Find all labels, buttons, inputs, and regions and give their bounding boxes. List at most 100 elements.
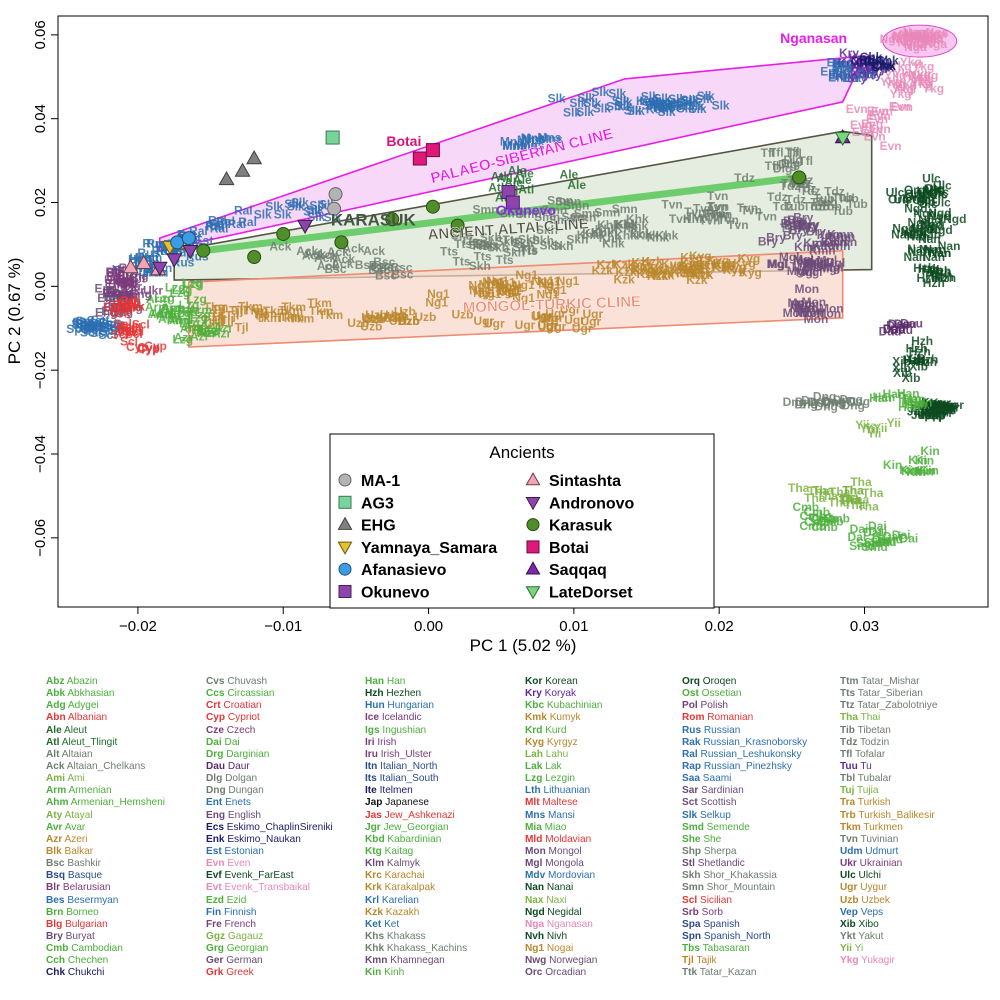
pop-code: Ack (46, 760, 65, 772)
pop-label-grk: Grk (110, 307, 131, 321)
pop-name: Hezhen (383, 688, 422, 700)
pop-label-kor: Kor (921, 399, 942, 413)
pop-label-xib: Xib (902, 371, 921, 385)
pop-label-khk: Khk (595, 222, 618, 236)
pop-label-ng1: Ng1 (544, 283, 567, 297)
pop-code: Rus (682, 724, 702, 736)
pop-label-arm: Arm (158, 312, 182, 326)
pop-label-tvn: Tvn (780, 221, 801, 235)
pop-label-jap: Jap (917, 406, 938, 420)
pop-legend-entry: Tha Thai (840, 712, 1000, 724)
pop-legend-entry: Shp Sherpa (682, 846, 842, 858)
pop-name: Ukrainian (856, 858, 903, 870)
pop-legend-entry: Mld Moldavian (525, 834, 685, 846)
pop-label-mgl: Mgl (793, 253, 814, 267)
pop-label-sct: Sct (83, 324, 102, 338)
pop-name: Lezgin (542, 773, 575, 785)
pop-name: Hungarian (384, 700, 435, 712)
pop-label-slk: Slk (291, 196, 309, 210)
pop-label-slk: Slk (647, 95, 665, 109)
pop-label-ket: Ket (653, 101, 672, 115)
pop-code: Cmb (46, 943, 69, 955)
pop-name: Lak (542, 760, 562, 772)
pop-label-chk: Chk (860, 50, 883, 64)
pop-legend-entry: Kmn Khamnegan (365, 955, 525, 967)
pop-label-tha: Tha (862, 486, 884, 500)
pop-label-ulc: Ulc (916, 195, 935, 209)
pop-label-cmb: Cmb (804, 515, 831, 529)
pop-name: Kabardinian (384, 833, 442, 845)
pop-code: She (682, 833, 701, 845)
pop-name: Finnish (221, 906, 257, 918)
pop-code: Grg (206, 943, 224, 955)
pop-code: Pol (682, 700, 698, 712)
pop-label-kyg: Kyg (738, 252, 761, 266)
pop-code: Ezd (206, 894, 224, 906)
pop-label-scl: Scl (114, 317, 132, 331)
pop-name: Tibetan (854, 724, 891, 736)
pop-label-ng1: Ng1 (501, 281, 524, 295)
pop-label-slk: Slk (563, 106, 581, 120)
pop-label-bsc: Bsc (373, 255, 395, 269)
pop-code: Ttz (840, 700, 855, 712)
pop-label-hzh: Hzh (923, 276, 945, 290)
pop-label-kmn: Kmn (828, 229, 855, 243)
pop-label-kzk: Kzk (633, 260, 655, 274)
pop-label-tkm: Tkm (289, 311, 314, 325)
pop-label-ale: Ale (567, 178, 586, 192)
pop-label-kry: Kry (856, 60, 876, 74)
pop-label-sct: Sct (91, 313, 110, 327)
pop-legend-entry: Hun Hungarian (365, 700, 525, 712)
pop-label-tfl: Tfl (761, 146, 776, 160)
pop-label-khk: Khk (630, 227, 653, 241)
pop-label-ukr: Ukr (104, 273, 124, 287)
pop-code: Tfl (840, 748, 853, 760)
pop-code: Ale (46, 724, 62, 736)
pop-label-han: Han (905, 398, 928, 412)
pop-label-tha: Tha (812, 483, 834, 497)
pop-code: Rap (682, 760, 702, 772)
pop-label-tjl: Tjl (210, 310, 224, 324)
pop-label-jap: Jap (907, 405, 928, 419)
pop-name: Todzin (857, 736, 890, 748)
pop-name: Sicilian (697, 894, 732, 906)
pop-label-khk: Khk (626, 212, 649, 226)
ancient-marker-latedorset (834, 131, 851, 147)
pop-legend-entry: Krl Karelian (365, 895, 525, 907)
pop-label-hzh: Hzh (903, 353, 925, 367)
pop-label-kmn: Kmn (821, 236, 848, 250)
pop-legend-entry: Aty Atayal (46, 810, 206, 822)
pop-label-chk: Chk (870, 57, 893, 71)
pop-label-smn: Smn (541, 203, 567, 217)
legend-marker-afanasievo (338, 562, 352, 576)
pop-label-ukr: Ukr (122, 280, 142, 294)
pop-label-slk: Slk (712, 99, 730, 113)
pop-label-ugr: Ugr (538, 320, 559, 334)
pop-label-ykg: Ykg (890, 87, 912, 101)
pop-label-jap: Jap (932, 403, 953, 417)
pop-legend-entry: Cch Chechen (46, 955, 206, 967)
pop-label-bry: Bry (766, 231, 786, 245)
pop-label-kyg: Kyg (680, 256, 703, 270)
pop-label-ng1: Ng1 (469, 284, 492, 298)
pop-label-mgl: Mgl (823, 260, 844, 274)
pop-label-dng: Dng (813, 390, 836, 404)
pop-code: Tib (840, 724, 855, 736)
pop-label-kzk: Kzk (647, 269, 669, 283)
pop-code: Ccs (206, 688, 225, 700)
pop-code: Lth (525, 785, 541, 797)
pop-label-yii: Yii (867, 427, 881, 441)
pop-label-dlg: Dlg (781, 157, 800, 171)
pop-label-hzh: Hzh (934, 271, 956, 285)
pop-label-azr: Azr (197, 326, 217, 340)
pop-label-blr: Blr (105, 265, 122, 279)
pop-label-ulc: Ulc (933, 178, 952, 192)
pop-label-kin: Kin (914, 465, 933, 479)
pop-label-kry: Kry (837, 57, 857, 71)
pop-legend-entry: Jgr Jew_Georgian (365, 822, 525, 834)
pop-label-bsc: Bsc (390, 261, 412, 275)
pop-legend-entry: Pol Polish (682, 700, 842, 712)
pop-code: Alt (46, 748, 60, 760)
pop-code: Ite (365, 785, 377, 797)
pop-label-scl: Scl (117, 325, 135, 339)
